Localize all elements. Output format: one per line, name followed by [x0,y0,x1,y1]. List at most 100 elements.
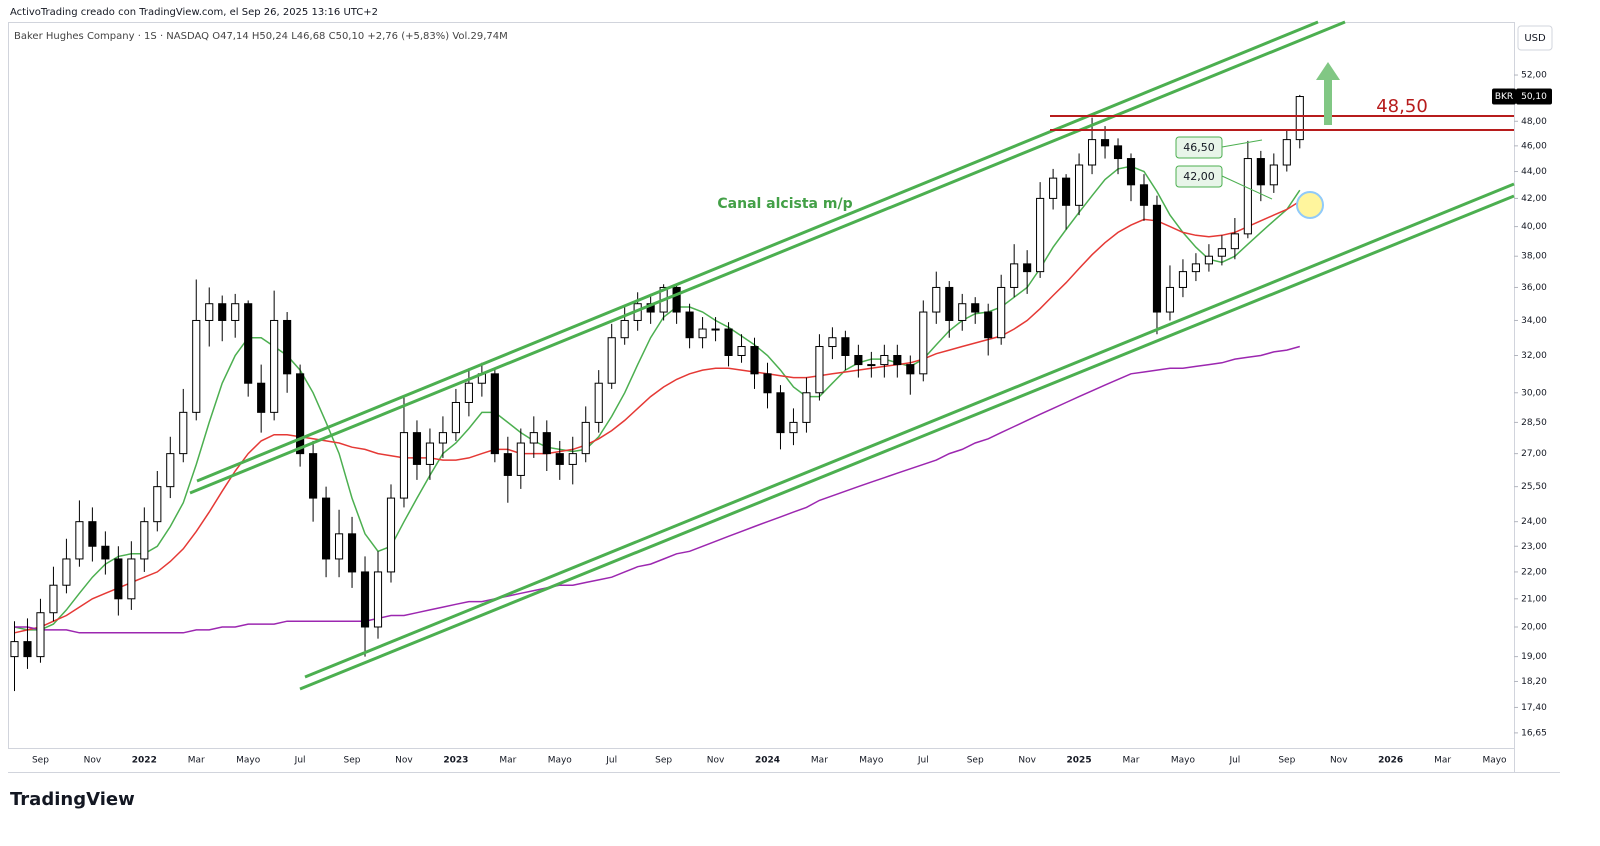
candle-body [1282,139,1291,166]
candle-body [490,373,499,455]
candle-body [750,346,759,375]
candle-body [153,486,162,523]
moving-average [14,200,1301,634]
y-tick-label: 30,00 [1521,388,1547,398]
symbol-info: Baker Hughes Company · 1S · NASDAQ O47,1… [14,31,508,42]
channel-line [189,20,1346,495]
x-tick-label: 2022 [132,756,157,766]
candle-body [296,373,305,455]
candle-body [205,303,214,321]
candle-body [1204,255,1213,265]
brand[interactable]: TradingView [10,789,135,810]
x-tick-label: Nov [707,756,725,766]
x-tick-label: Mar [1434,756,1451,766]
x-tick-label: 2026 [1378,756,1403,766]
x-tick-label: Mar [811,756,828,766]
candle-body [283,319,292,375]
candle-body [724,328,733,356]
candle-body [737,346,746,356]
candle-body [451,401,460,434]
y-tick-label: 42,00 [1521,194,1547,204]
x-tick-label: Jul [1228,756,1240,766]
x-tick-label: Nov [1018,756,1036,766]
candle-body [464,382,473,403]
channel-label: Canal alcista m/p [717,196,852,212]
x-tick-label: Jul [294,756,306,766]
candle-body [854,354,863,366]
price-tag-box [1516,88,1552,105]
candle-body [1191,263,1200,273]
callout-label: 42,00 [1183,170,1215,183]
y-tick-label: 38,00 [1521,252,1547,262]
x-tick-label: Mayo [1482,756,1507,766]
x-tick-label: Nov [1330,756,1348,766]
y-tick-label: 32,00 [1521,351,1547,361]
y-tick-label: 23,00 [1521,542,1547,552]
candle-body [932,286,941,313]
candle-body [360,571,370,628]
attribution: ActivoTrading creado con TradingView.com… [10,7,378,18]
y-tick-label: 19,00 [1521,652,1547,662]
candle-body [815,346,824,394]
x-tick-label: Mar [1123,756,1140,766]
candle-body [1062,177,1071,206]
candle-body [114,558,123,600]
candle-body [1087,139,1097,166]
x-tick-label: Jul [917,756,929,766]
candle-body [192,319,201,413]
candle-body [1165,286,1175,313]
y-tick-label: 21,00 [1521,594,1547,604]
candle-body [1126,158,1136,186]
x-tick-label: 2024 [755,756,780,766]
x-tick-label: Sep [32,756,49,766]
x-tick-label: Mayo [1171,756,1196,766]
y-tick-label: 36,00 [1521,283,1547,293]
candle-body [231,303,240,321]
candle-body [880,354,889,366]
candle-body [75,521,84,560]
candle-body [179,411,188,455]
candle-body [1100,139,1110,147]
candle-body [503,453,512,476]
y-tick-label: 22,00 [1521,567,1547,577]
candle-body [399,432,409,499]
candle-body [140,521,149,560]
candle-body [270,319,279,413]
candle-body [607,337,616,384]
currency-box[interactable] [1517,25,1553,51]
candle-body [1217,248,1226,257]
y-tick-label: 16,65 [1521,728,1547,738]
candle-body [1230,233,1239,250]
candle-body [1010,263,1019,288]
price-tag-symbol: BKR [1495,92,1513,102]
candle-body [802,392,811,423]
candle-body [568,453,577,465]
candle-body [984,311,993,339]
moving-average [14,165,1301,631]
candle-body [62,558,71,586]
candle-body [1152,204,1162,313]
candle-body [893,354,902,366]
candle-body [919,311,928,375]
candle-body [542,432,551,455]
candle-body [10,641,19,658]
candle-body [101,545,110,560]
candle-body [971,303,980,313]
candle-body [412,432,422,465]
candle-body [906,364,915,375]
candle-body [672,286,681,313]
y-tick-label: 34,00 [1521,316,1547,326]
callout-box [1175,136,1223,159]
candle-body [88,521,97,547]
callout-line [1221,139,1263,148]
candle-body [1295,96,1304,141]
candle-body [166,453,175,488]
callout-line [1221,175,1273,200]
y-tick-label: 25,50 [1521,482,1547,492]
up-arrow [1316,62,1340,125]
channel-line [196,20,1319,483]
candle-body [685,311,694,339]
callout-label: 46,50 [1183,141,1215,154]
